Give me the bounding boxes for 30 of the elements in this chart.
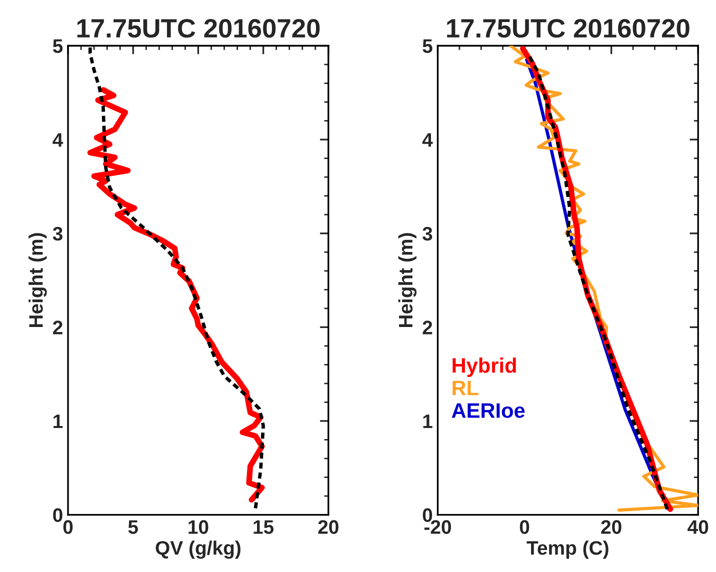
y-tick-label: 5 bbox=[52, 39, 63, 53]
y-tick-label: 0 bbox=[53, 508, 62, 522]
y-axis-title: Height (m) bbox=[398, 233, 417, 328]
text: RL bbox=[452, 380, 478, 396]
x-axis-title: Temp (C) bbox=[526, 540, 608, 559]
chart-title: 17.75UTC 20160720 bbox=[77, 19, 320, 38]
y-tick-label: 2 bbox=[422, 320, 432, 334]
x-tick-label: 0 bbox=[63, 520, 73, 534]
y-tick-label: 1 bbox=[423, 414, 432, 428]
y-tick-label: 3 bbox=[52, 226, 62, 241]
y-tick-label: 2 bbox=[53, 320, 62, 334]
x-tick-label: 15 bbox=[254, 520, 274, 534]
x-tick-label: 40 bbox=[688, 520, 708, 534]
x-tick-label: 5 bbox=[128, 520, 138, 534]
y-tick-label: 4 bbox=[422, 133, 433, 147]
x-tick-label: 20 bbox=[601, 520, 622, 534]
x-tick-label: 0 bbox=[520, 520, 530, 534]
y-tick-label: 5 bbox=[422, 39, 432, 53]
x-axis-title: QV (g/kg) bbox=[156, 540, 240, 559]
y-axis-title: Height (m) bbox=[28, 233, 47, 328]
x-tick-label: 10 bbox=[188, 520, 208, 534]
text: AERIoe bbox=[452, 403, 525, 418]
y-tick-label: 0 bbox=[422, 508, 432, 522]
chart-title: 17.75UTC 20160720 bbox=[447, 19, 690, 38]
x-tick-label: -20 bbox=[424, 520, 451, 534]
x-tick-label: 20 bbox=[318, 520, 338, 534]
text: Hybrid bbox=[452, 358, 516, 377]
y-tick-label: 3 bbox=[422, 226, 432, 241]
y-tick-label: 1 bbox=[54, 414, 63, 428]
y-tick-label: 4 bbox=[52, 133, 64, 147]
